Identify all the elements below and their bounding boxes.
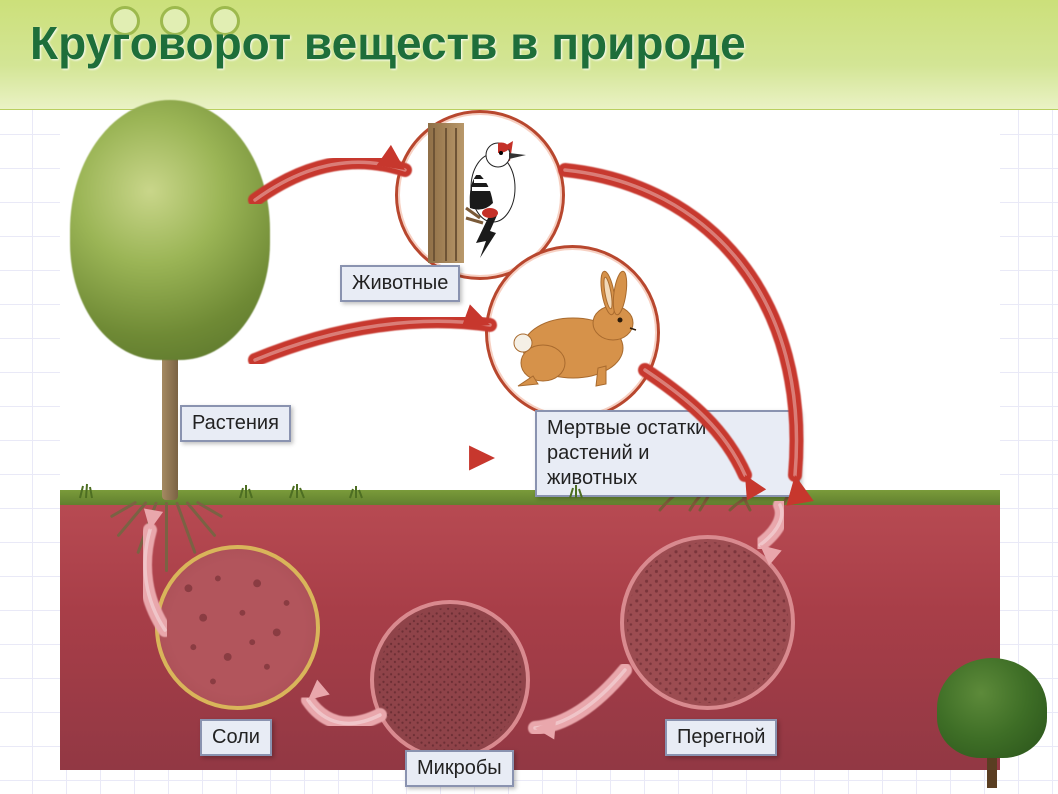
corner-tree-icon [932, 658, 1052, 788]
salts-label: Соли [200, 719, 272, 756]
humus-label: Перегной [665, 719, 777, 756]
plants-label: Растения [180, 405, 291, 442]
page-title: Круговорот веществ в природе [30, 16, 746, 70]
microbes-label: Микробы [405, 750, 514, 787]
hare-bubble [485, 245, 660, 420]
dead-remains-label: Мертвые остатки растений и животных [535, 410, 800, 497]
humus-circle [620, 535, 795, 710]
tree-illustration [70, 100, 270, 510]
tree-crown [70, 100, 270, 360]
salts-circle [155, 545, 320, 710]
microbes-circle [370, 600, 530, 760]
cycle-diagram: Животные Растения Мертвые остатки растен… [60, 110, 1000, 770]
animals-label: Животные [340, 265, 460, 302]
